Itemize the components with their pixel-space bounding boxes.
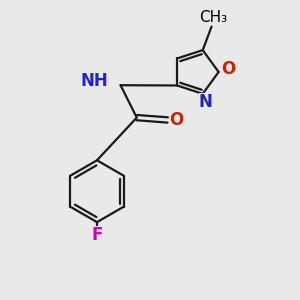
- Text: O: O: [169, 111, 183, 129]
- Text: N: N: [199, 93, 213, 111]
- Text: CH₃: CH₃: [199, 10, 227, 25]
- Text: F: F: [91, 226, 103, 244]
- Text: NH: NH: [80, 72, 108, 90]
- Text: O: O: [221, 60, 235, 78]
